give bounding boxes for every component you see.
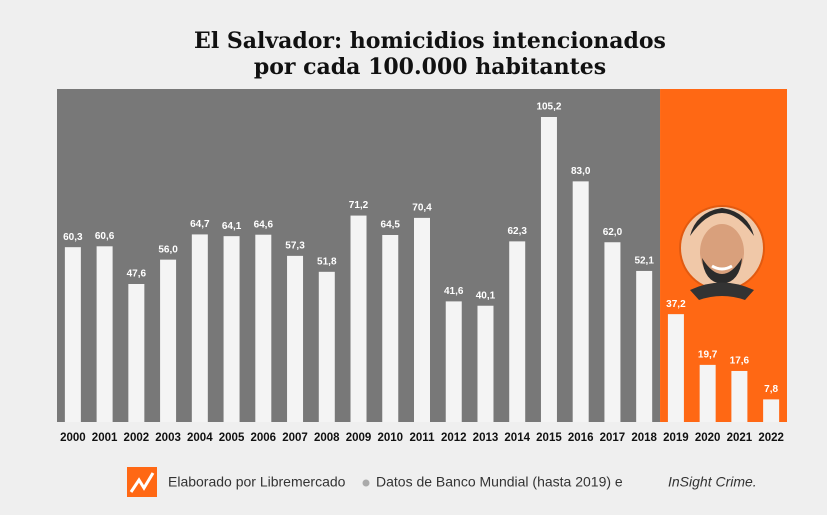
chart-title: El Salvador: homicidios intencionados xyxy=(194,28,666,54)
x-tick-label: 2008 xyxy=(314,432,340,444)
footer-credit: Elaborado por Libremercado xyxy=(168,474,346,490)
x-tick-label: 2020 xyxy=(695,432,721,444)
value-label: 64,7 xyxy=(190,219,210,230)
x-tick-label: 2005 xyxy=(219,432,245,444)
value-label: 83,0 xyxy=(571,166,591,177)
value-label: 71,2 xyxy=(349,200,369,211)
x-tick-label: 2004 xyxy=(187,432,213,444)
x-tick-label: 2017 xyxy=(600,432,626,444)
logo xyxy=(127,467,157,497)
x-tick-label: 2012 xyxy=(441,432,467,444)
x-tick-label: 2006 xyxy=(251,432,277,444)
x-tick-label: 2007 xyxy=(282,432,308,444)
x-tick-label: 2010 xyxy=(377,432,403,444)
bar xyxy=(351,216,367,422)
x-tick-label: 2019 xyxy=(663,432,689,444)
value-label: 62,3 xyxy=(507,226,527,237)
x-tick-label: 2014 xyxy=(504,432,530,444)
bar xyxy=(573,181,589,422)
x-tick-label: 2003 xyxy=(155,432,181,444)
x-tick-label: 2009 xyxy=(346,432,372,444)
value-label: 56,0 xyxy=(158,244,178,255)
value-label: 64,5 xyxy=(381,220,401,231)
bar xyxy=(382,235,398,422)
bar xyxy=(668,314,684,422)
value-label: 41,6 xyxy=(444,286,464,297)
chart: El Salvador: homicidios intencionados po… xyxy=(0,0,827,515)
bar xyxy=(700,365,716,422)
bar xyxy=(541,117,557,422)
footer-source: Datos de Banco Mundial (hasta 2019) e xyxy=(376,474,623,490)
value-label: 64,6 xyxy=(254,219,274,230)
x-tick-label: 2002 xyxy=(124,432,150,444)
bar xyxy=(192,234,208,422)
value-label: 64,1 xyxy=(222,221,242,232)
bar xyxy=(604,242,620,422)
value-label: 105,2 xyxy=(536,102,561,113)
value-label: 52,1 xyxy=(634,256,654,267)
bar xyxy=(128,284,144,422)
bar xyxy=(160,260,176,422)
value-label: 70,4 xyxy=(412,203,432,214)
footer-source-italic: InSight Crime. xyxy=(668,474,757,490)
separator xyxy=(363,480,370,487)
value-label: 57,3 xyxy=(285,241,305,252)
bar xyxy=(509,241,525,422)
value-label: 60,3 xyxy=(63,232,83,243)
bar xyxy=(255,235,271,422)
x-tick-label: 2001 xyxy=(92,432,118,444)
x-tick-label: 2011 xyxy=(410,432,436,444)
bar xyxy=(414,218,430,422)
x-tick-label: 2000 xyxy=(60,432,86,444)
bar xyxy=(636,271,652,422)
bar xyxy=(287,256,303,422)
x-tick-label: 2021 xyxy=(727,432,753,444)
value-label: 47,6 xyxy=(127,269,147,280)
bar xyxy=(446,301,462,422)
bar xyxy=(763,399,779,422)
x-tick-label: 2016 xyxy=(568,432,594,444)
value-label: 62,0 xyxy=(603,227,623,238)
chart-title: por cada 100.000 habitantes xyxy=(254,54,606,80)
value-label: 40,1 xyxy=(476,290,496,301)
value-label: 37,2 xyxy=(666,299,686,310)
value-label: 7,8 xyxy=(764,384,778,395)
x-tick-label: 2013 xyxy=(473,432,499,444)
x-tick-label: 2022 xyxy=(758,432,784,444)
value-label: 17,6 xyxy=(730,356,750,367)
bar xyxy=(65,247,81,422)
bar xyxy=(477,306,493,422)
x-tick-label: 2018 xyxy=(631,432,657,444)
bar xyxy=(319,272,335,422)
bar xyxy=(224,236,240,422)
bar xyxy=(97,246,113,422)
value-label: 51,8 xyxy=(317,256,337,267)
value-label: 60,6 xyxy=(95,231,115,242)
x-tick-label: 2015 xyxy=(536,432,562,444)
value-label: 19,7 xyxy=(698,350,718,361)
bar xyxy=(731,371,747,422)
